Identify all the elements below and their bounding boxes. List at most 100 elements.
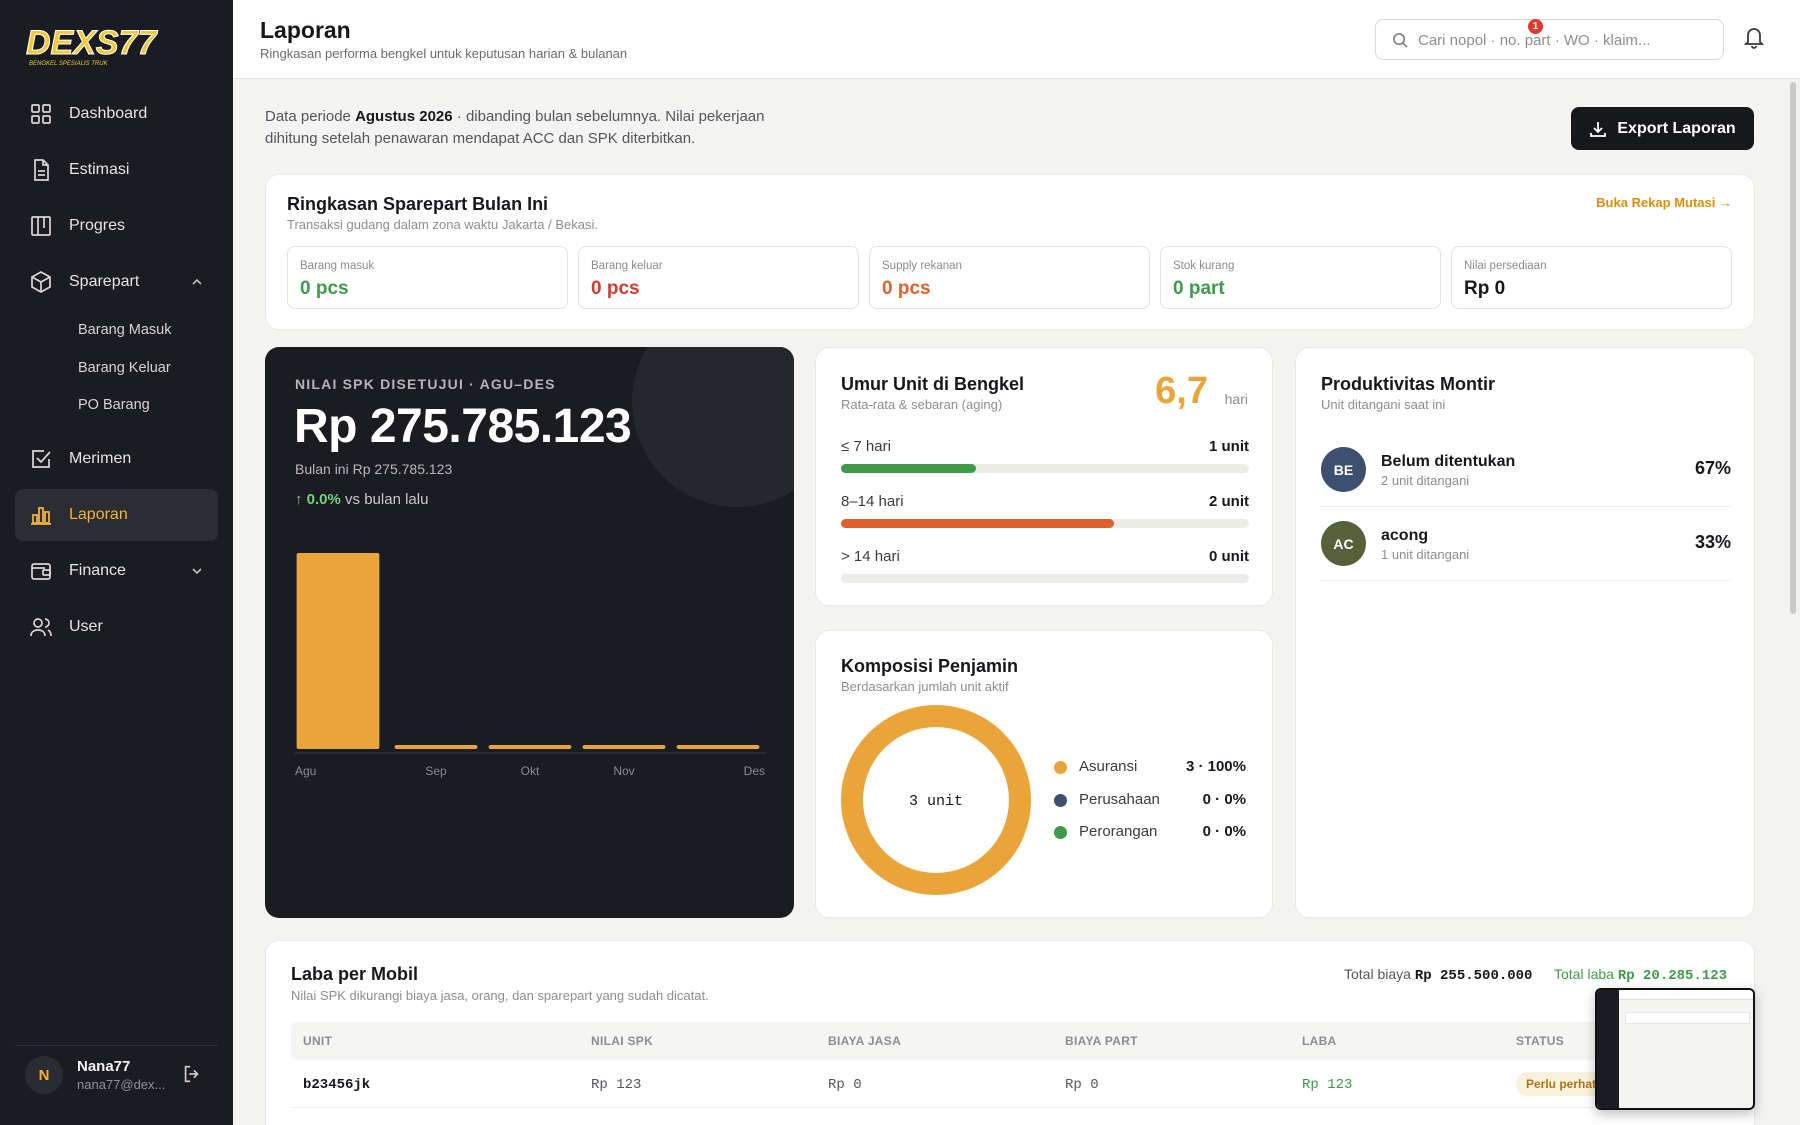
page-title: Laporan <box>260 17 351 43</box>
mechanic-percent: 33% <box>1694 532 1731 552</box>
donut-center-label: 3 unit <box>909 793 963 810</box>
aging-progress-track <box>841 519 1249 528</box>
notification-badge: 1 <box>1528 19 1543 34</box>
download-icon <box>1590 121 1607 137</box>
thumbnail-header <box>1619 990 1753 1000</box>
legend-name: Asuransi <box>1079 758 1138 775</box>
total-biaya-label: Total biaya <box>1344 966 1411 982</box>
stat-label: Barang masuk <box>300 260 375 272</box>
sidebar-item-label: User <box>69 617 103 635</box>
intro-suffix: · dibanding bulan sebelumnya. Nilai peke… <box>265 108 765 147</box>
legend-name: Perorangan <box>1079 823 1158 840</box>
scrollbar-thumb[interactable] <box>1790 82 1796 614</box>
table-header: UNIT NILAI SPK BIAYA JASA BIAYA PART LAB… <box>291 1022 1731 1060</box>
sparepart-submenu: Barang Masuk Barang Keluar PO Barang <box>15 312 218 425</box>
legend-value: 0 · 0% <box>1202 823 1246 840</box>
user-name: Nana77 <box>77 1058 131 1075</box>
column-header[interactable]: LABA <box>1302 1034 1337 1048</box>
logout-icon[interactable] <box>181 1063 203 1085</box>
laba-subtitle: Nilai SPK dikurangi biaya jasa, orang, d… <box>291 988 709 1003</box>
profit-per-car-card: Laba per Mobil Nilai SPK dikurangi biaya… <box>265 940 1755 1125</box>
column-header[interactable]: NILAI SPK <box>591 1034 654 1048</box>
sidebar-item-sparepart[interactable]: Sparepart <box>15 256 218 308</box>
stat-value: 0 pcs <box>300 278 349 299</box>
sidebar-item-label: Estimasi <box>69 161 130 178</box>
stat-label: Barang keluar <box>591 260 663 272</box>
sidebar-item-user[interactable]: User <box>15 601 218 653</box>
aging-unit: hari <box>1224 391 1248 407</box>
spk-month-value: Bulan ini Rp 275.785.123 <box>295 461 453 477</box>
laba-title: Laba per Mobil <box>291 964 419 984</box>
sidebar-item-dashboard[interactable]: Dashboard <box>15 88 218 140</box>
legend-dot <box>1054 761 1067 774</box>
brand-logo[interactable]: DEXS77 BENGKEL SPESIALIS TRUK <box>26 22 210 70</box>
stat-supply-rekanan: Supply rekanan 0 pcs <box>869 246 1150 309</box>
submenu-po-barang[interactable]: PO Barang <box>78 397 150 413</box>
sidebar-item-estimasi[interactable]: Estimasi <box>15 144 218 196</box>
page-subtitle: Ringkasan performa bengkel untuk keputus… <box>260 46 628 61</box>
sidebar-item-finance[interactable]: Finance <box>15 545 218 597</box>
sidebar-item-merimen[interactable]: Merimen <box>15 433 218 485</box>
aging-row-count: 2 unit <box>1209 493 1249 510</box>
export-report-button[interactable]: Export Laporan <box>1571 107 1754 150</box>
thumbnail-card <box>1625 1012 1750 1024</box>
grid-icon <box>31 104 51 124</box>
sparepart-summary-subtitle: Transaksi gudang dalam zona waktu Jakart… <box>287 217 598 232</box>
stat-value: 0 pcs <box>591 278 640 299</box>
legend-dot <box>1054 794 1067 807</box>
sidebar-item-label: Dashboard <box>69 105 148 122</box>
x-tick-label: Nov <box>613 764 634 778</box>
donut-slice-asuransi <box>841 705 1031 895</box>
column-header[interactable]: BIAYA PART <box>1065 1034 1138 1048</box>
total-laba-label: Total laba <box>1554 966 1614 982</box>
search-input[interactable] <box>1418 28 1708 52</box>
column-header[interactable]: BIAYA JASA <box>828 1034 902 1048</box>
mechanic-name: Belum ditentukan <box>1381 453 1516 470</box>
aging-progress-fill <box>841 464 976 473</box>
column-header[interactable]: STATUS <box>1516 1034 1565 1048</box>
stat-label: Nilai persediaan <box>1464 260 1547 272</box>
sparepart-summary-title: Ringkasan Sparepart Bulan Ini <box>287 194 549 214</box>
spk-bar-chart: Agu Sep Okt Nov Des <box>295 553 765 778</box>
sidebar-item-laporan[interactable]: Laporan <box>15 488 218 541</box>
aging-row: > 14 hari 0 unit <box>841 548 1249 588</box>
chevron-up-icon[interactable] <box>190 275 204 289</box>
user-email: nana77@dex... <box>77 1077 166 1092</box>
legend-name: Perusahaan <box>1079 791 1160 808</box>
avatar: AC <box>1321 521 1366 566</box>
intro-prefix: Data periode <box>265 108 356 125</box>
submenu-barang-masuk[interactable]: Barang Masuk <box>78 322 172 338</box>
wallet-icon <box>31 562 51 580</box>
mechanic-name: acong <box>1381 527 1429 544</box>
sidebar-item-progres[interactable]: Progres <box>15 200 218 252</box>
spk-trend: ↑ 0.0% vs bulan lalu <box>295 491 428 508</box>
top-header: Laporan Ringkasan performa bengkel untuk… <box>233 0 1800 79</box>
bell-icon[interactable] <box>1742 24 1766 50</box>
table-row[interactable]: b23456jk Rp 123 Rp 0 Rp 0 Rp 123 Perlu p… <box>291 1060 1731 1108</box>
stat-barang-keluar: Barang keluar 0 pcs <box>578 246 859 309</box>
aging-progress-track <box>841 464 1249 473</box>
period-description: Data periode Agustus 2026 · dibanding bu… <box>265 106 785 150</box>
chart-bar-okt <box>488 745 572 749</box>
legend-value: 0 · 0% <box>1202 791 1246 808</box>
legend-item: Perorangan 0 · 0% <box>1054 823 1246 843</box>
cell-spk: Rp 123 <box>591 1077 642 1093</box>
penjamin-donut-chart: 3 unit <box>841 705 1031 895</box>
aging-progress-fill <box>841 519 1115 528</box>
rekap-mutasi-link[interactable]: Buka Rekap Mutasi → <box>1596 195 1732 210</box>
sparepart-summary-card: Ringkasan Sparepart Bulan Ini Transaksi … <box>265 174 1755 330</box>
aging-row-label: > 14 hari <box>841 548 900 565</box>
sidebar-item-label: Progres <box>69 217 126 234</box>
chevron-down-icon[interactable] <box>190 564 204 578</box>
column-header[interactable]: UNIT <box>303 1034 333 1048</box>
file-icon <box>34 159 49 181</box>
submenu-barang-keluar[interactable]: Barang Keluar <box>78 359 171 376</box>
aging-row-label: 8–14 hari <box>841 493 904 510</box>
screen-preview-thumbnail[interactable] <box>1595 988 1755 1110</box>
legend-value: 3 · 100% <box>1185 758 1246 775</box>
aging-title: Umur Unit di Bengkel <box>841 374 1025 394</box>
chart-bar-des <box>676 745 760 749</box>
cell-unit: b23456jk <box>303 1077 371 1093</box>
penjamin-composition-card: Komposisi Penjamin Berdasarkan jumlah un… <box>815 630 1273 918</box>
sidebar-item-label: Merimen <box>69 449 132 467</box>
